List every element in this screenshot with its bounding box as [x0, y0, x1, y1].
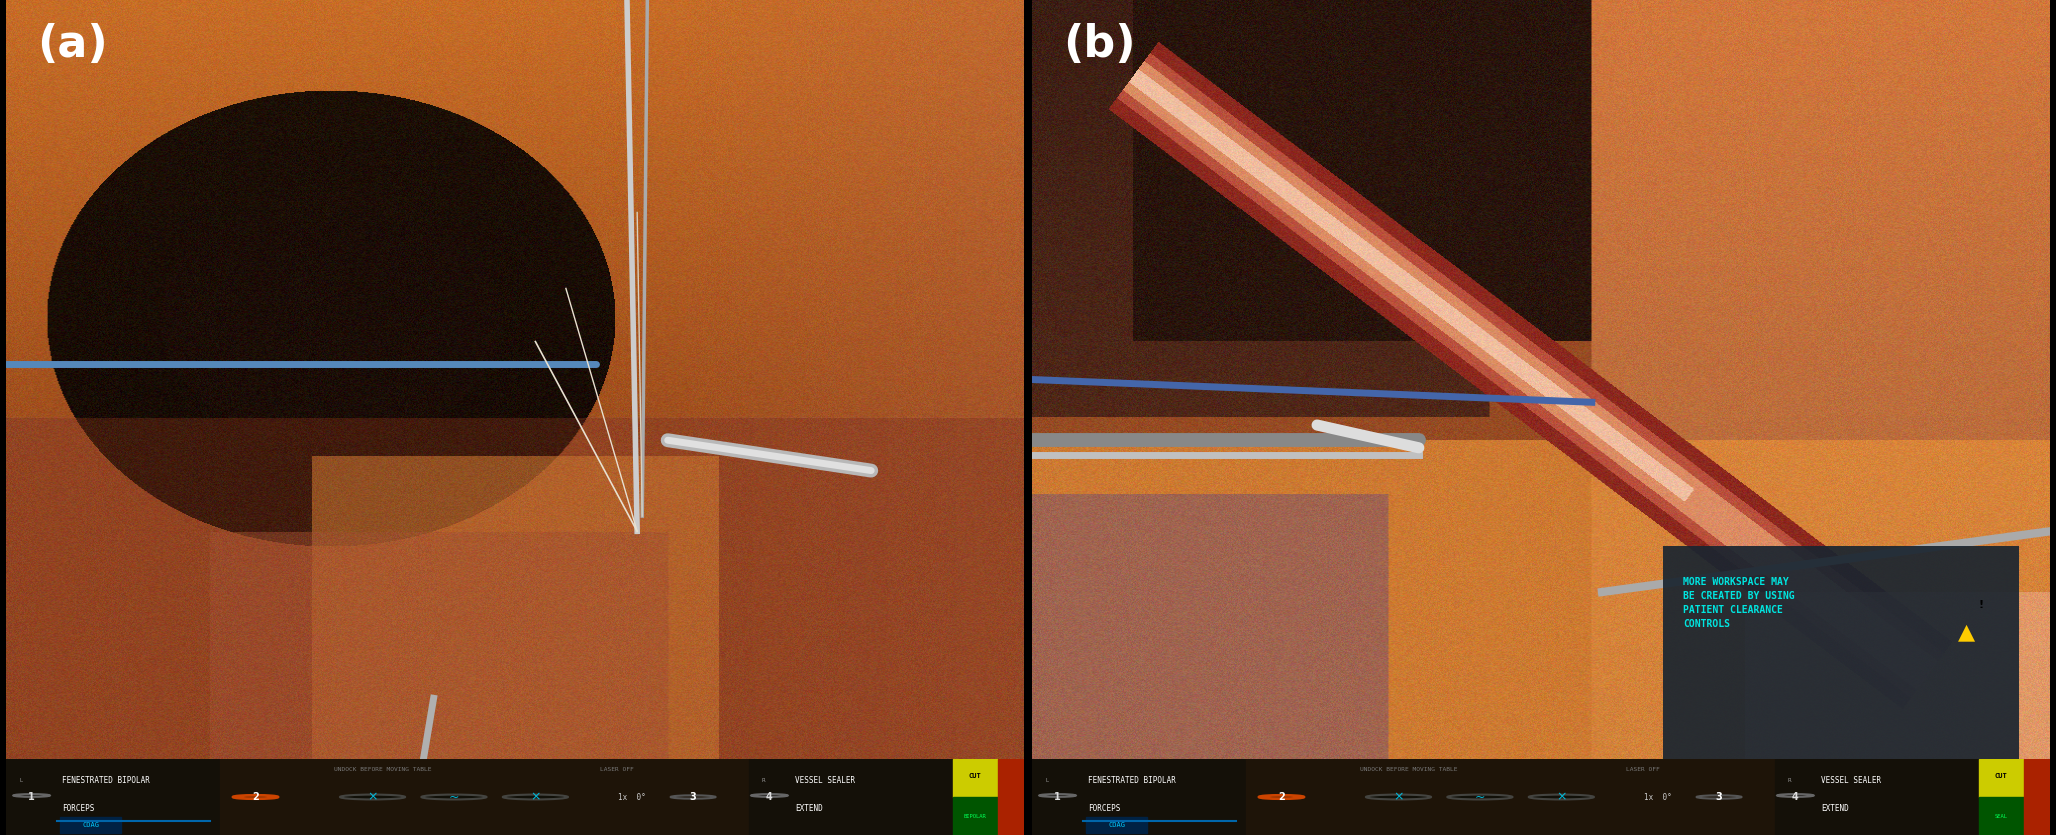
Circle shape: [1258, 795, 1304, 799]
Text: FENESTRATED BIPOLAR: FENESTRATED BIPOLAR: [62, 776, 150, 785]
Bar: [2025, 759, 2050, 835]
Text: ~: ~: [448, 791, 458, 803]
Bar: [1978, 759, 2025, 797]
Text: (a): (a): [37, 23, 107, 66]
Bar: [60, 817, 121, 833]
Text: ×: ×: [530, 791, 541, 803]
Text: 1: 1: [1055, 792, 1061, 802]
Text: VESSEL SEALER: VESSEL SEALER: [1822, 776, 1881, 785]
Text: ×: ×: [1556, 791, 1567, 803]
Text: UNDOCK BEFORE MOVING TABLE: UNDOCK BEFORE MOVING TABLE: [333, 767, 432, 772]
Text: (b): (b): [1063, 23, 1135, 66]
Bar: [999, 759, 1024, 835]
Text: COAG: COAG: [82, 822, 99, 828]
Text: L: L: [19, 777, 23, 782]
Text: CUT: CUT: [968, 773, 981, 780]
FancyBboxPatch shape: [1663, 546, 2019, 759]
Text: 1: 1: [29, 792, 35, 802]
Text: R: R: [761, 777, 765, 782]
Circle shape: [670, 795, 715, 799]
Text: 4: 4: [1793, 792, 1799, 802]
Text: 3: 3: [1715, 792, 1723, 802]
Circle shape: [504, 795, 567, 799]
Circle shape: [339, 795, 405, 799]
Text: FORCEPS: FORCEPS: [62, 804, 95, 813]
Bar: [220, 759, 748, 835]
Circle shape: [1776, 794, 1813, 797]
Bar: [1032, 759, 1246, 835]
Text: 2: 2: [253, 792, 259, 802]
Bar: [952, 759, 999, 797]
Bar: [1086, 817, 1147, 833]
Text: CUT: CUT: [1994, 773, 2007, 780]
Text: LASER OFF: LASER OFF: [1626, 767, 1659, 772]
Text: EXTEND: EXTEND: [796, 804, 822, 813]
Text: R: R: [1787, 777, 1791, 782]
Text: UNDOCK BEFORE MOVING TABLE: UNDOCK BEFORE MOVING TABLE: [1359, 767, 1458, 772]
Bar: [1774, 759, 1978, 835]
Circle shape: [1530, 795, 1593, 799]
Bar: [6, 759, 220, 835]
Text: VESSEL SEALER: VESSEL SEALER: [796, 776, 855, 785]
Text: FENESTRATED BIPOLAR: FENESTRATED BIPOLAR: [1088, 776, 1176, 785]
Text: 4: 4: [767, 792, 773, 802]
Text: EXTEND: EXTEND: [1822, 804, 1848, 813]
Bar: [1246, 759, 1774, 835]
Text: MORE WORKSPACE MAY
BE CREATED BY USING
PATIENT CLEARANCE
CONTROLS: MORE WORKSPACE MAY BE CREATED BY USING P…: [1684, 577, 1795, 629]
Circle shape: [1696, 795, 1741, 799]
Text: BIPOLAR: BIPOLAR: [964, 813, 987, 818]
Circle shape: [750, 794, 787, 797]
Circle shape: [232, 795, 278, 799]
Bar: [1978, 797, 2025, 835]
Text: ×: ×: [368, 791, 378, 803]
Bar: [748, 759, 952, 835]
Text: 1x  0°: 1x 0°: [1645, 792, 1672, 802]
Circle shape: [1447, 795, 1513, 799]
Text: SEAL: SEAL: [1994, 813, 2007, 818]
Text: 1x  0°: 1x 0°: [619, 792, 646, 802]
Circle shape: [1365, 795, 1431, 799]
Bar: [952, 797, 999, 835]
Text: FORCEPS: FORCEPS: [1088, 804, 1121, 813]
Circle shape: [421, 795, 487, 799]
Text: 3: 3: [689, 792, 697, 802]
Text: LASER OFF: LASER OFF: [600, 767, 633, 772]
Text: ×: ×: [1394, 791, 1404, 803]
Circle shape: [1038, 794, 1075, 797]
Text: ~: ~: [1474, 791, 1484, 803]
Text: L: L: [1044, 777, 1049, 782]
Circle shape: [12, 794, 49, 797]
Text: !: !: [1978, 600, 1984, 610]
Text: 2: 2: [1279, 792, 1285, 802]
Text: COAG: COAG: [1108, 822, 1125, 828]
Text: ▲: ▲: [1957, 622, 1976, 642]
